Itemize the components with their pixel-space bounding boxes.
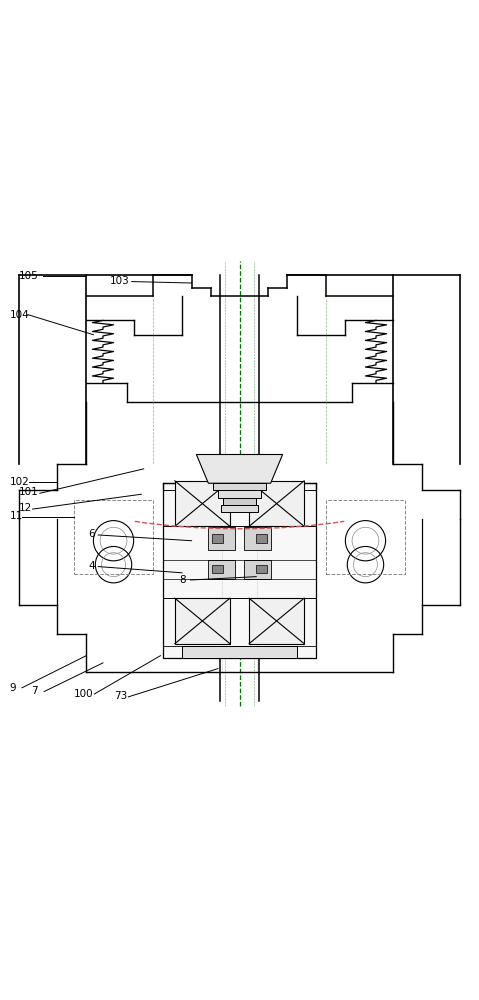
Bar [256,534,267,543]
Bar [175,481,230,526]
Bar [249,481,304,526]
Text: 105: 105 [19,271,39,281]
Bar [208,527,235,550]
Text: 4: 4 [89,561,95,571]
Bar [249,598,304,644]
Text: 102: 102 [10,477,29,487]
Bar [244,527,271,550]
Text: 8: 8 [180,575,186,585]
Bar [163,483,316,658]
Bar [212,565,223,573]
Bar [326,500,405,574]
Bar [175,598,230,644]
Text: 100: 100 [74,689,94,699]
Text: 73: 73 [114,691,127,701]
Text: 6: 6 [89,529,95,539]
Bar [212,534,223,543]
Text: 9: 9 [10,683,16,693]
Text: 7: 7 [31,686,38,696]
Bar [218,490,261,498]
Text: 12: 12 [19,503,33,513]
Bar [244,560,271,579]
Bar [256,565,267,573]
Text: 103: 103 [110,276,130,286]
Bar [74,500,153,574]
Text: 11: 11 [10,511,23,521]
Polygon shape [196,454,283,483]
Bar [213,483,266,490]
Bar [182,646,297,658]
Bar [221,505,258,512]
Bar [208,560,235,579]
Text: 101: 101 [19,487,39,497]
Text: 104: 104 [10,310,29,320]
Bar [223,498,256,505]
